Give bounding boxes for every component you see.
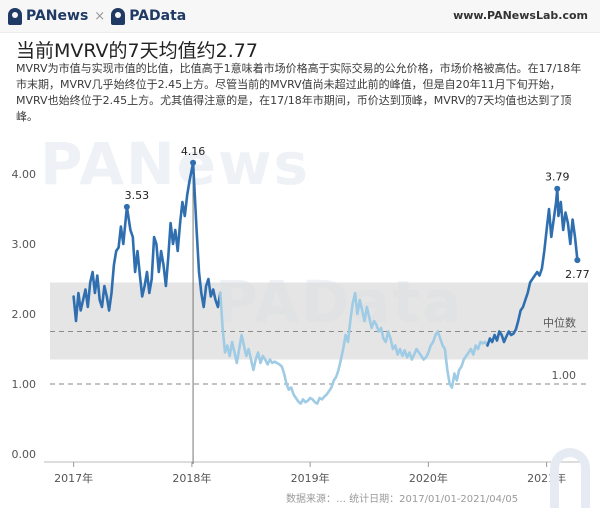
annotation-label-1: 4.16: [181, 145, 206, 158]
y-tick-2: 2.00: [12, 308, 37, 321]
x-tick-1: 2018年: [172, 471, 211, 485]
brand-padata: PAData: [129, 8, 187, 24]
chart-description: MVRV为市值与实现市值的比值，比值高于1意味着市场价格高于实际交易的公允价格，…: [16, 62, 582, 123]
y-tick-1: 1.00: [12, 378, 37, 391]
series-line-1: [219, 291, 489, 405]
reference-label-0: 中位数: [543, 316, 576, 330]
x-tick-0: 2017年: [54, 471, 93, 485]
annotation-point-0: [123, 203, 130, 210]
annotation-point-2: [554, 185, 561, 192]
top-bar: PANews × PAData www.PANewsLab.com: [0, 0, 600, 33]
x-tick-2: 2019年: [291, 471, 330, 485]
brand-panews: PANews: [26, 8, 89, 24]
series-line-0: [72, 161, 222, 323]
chart-title: 当前MVRV的7天均值约2.77: [16, 40, 258, 62]
y-tick-3: 3.00: [12, 238, 37, 251]
brand-logo: PANews × PAData: [8, 6, 186, 26]
corner-decoration: [550, 448, 590, 508]
annotation-point-1: [190, 159, 197, 166]
annotation-label-2: 3.79: [545, 171, 570, 184]
x-tick-3: 2020年: [409, 471, 448, 485]
y-tick-4: 4.00: [12, 168, 37, 181]
series-line-2: [486, 187, 579, 347]
y-tick-0: 0.00: [12, 448, 37, 461]
brand-separator: ×: [94, 8, 106, 24]
annotation-point-3: [574, 257, 581, 264]
site-url: www.PANewsLab.com: [453, 9, 588, 22]
annotation-label-0: 3.53: [125, 189, 150, 202]
data-source-footer: 数据来源：… 统计日期：2017/01/01-2021/04/05: [286, 494, 519, 505]
padata-logo-icon: [111, 7, 126, 25]
band-range: [50, 282, 588, 360]
annotation-label-3: 2.77: [565, 268, 590, 281]
panews-logo-icon: [8, 7, 22, 25]
reference-label-1: 1.00: [552, 369, 577, 382]
